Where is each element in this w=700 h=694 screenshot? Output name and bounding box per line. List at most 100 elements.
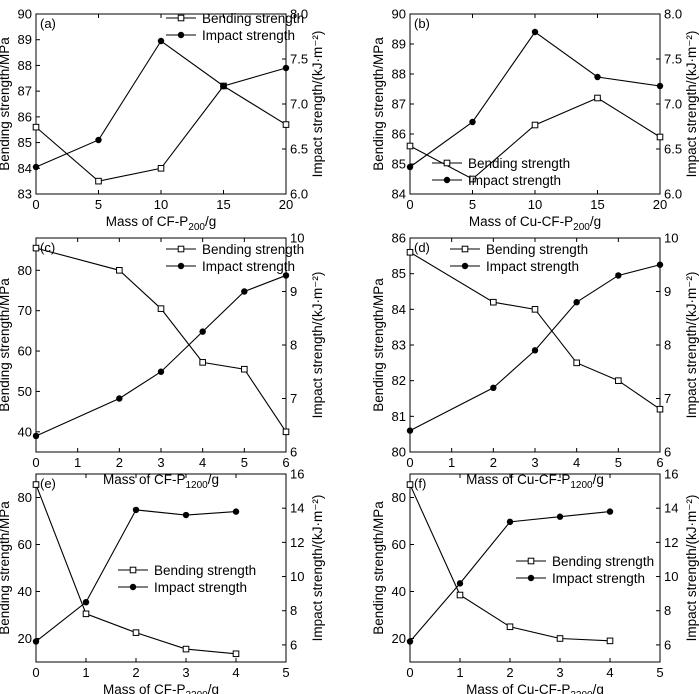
data-point-bending [469, 175, 476, 183]
x-tick-label: 0 [406, 197, 413, 212]
y-right-tick-label: 8 [664, 338, 671, 353]
x-axis-label-suffix: /g [593, 682, 604, 694]
x-tick-label: 0 [406, 665, 413, 680]
x-tick-label: 5 [282, 665, 289, 680]
data-point-impact [241, 288, 248, 295]
x-axis-label: Mass of Cu-CF-P200/g [469, 214, 601, 233]
y-right-tick-label: 8.0 [664, 7, 682, 22]
legend-marker-square [461, 245, 469, 253]
data-point-impact [32, 638, 40, 645]
y-right-tick-label: 10 [664, 231, 678, 246]
data-point-bending [232, 650, 240, 658]
data-point-impact [32, 163, 40, 171]
data-point-impact [282, 272, 290, 279]
x-tick-label: 2 [506, 665, 513, 680]
y-right-tick-label: 7.0 [664, 97, 682, 112]
chart-panel-b: 0 5 10 15 20 84 85 86 87 88 89 90 6.0 6.5 7.0 7.5 8.0 (b)… [371, 7, 699, 234]
legend-marker-circle [461, 262, 469, 270]
y-left-tick-label: 40 [392, 584, 406, 599]
data-point-impact [469, 118, 476, 126]
x-axis-label-prefix: Mass of CF-P [106, 214, 189, 229]
x-tick-label: 0 [32, 197, 39, 212]
y-left-tick-label: 83 [392, 338, 406, 353]
x-tick-label: 20 [653, 197, 667, 212]
x-axis-label-subscript: 3200 [186, 690, 209, 694]
legend-label: Bending strength [552, 554, 654, 569]
data-point-bending [32, 481, 40, 488]
y-right-tick-label: 14 [664, 501, 678, 516]
legend: Bending strength Impact strength [432, 156, 570, 188]
y-left-tick-label: 60 [18, 537, 32, 552]
x-tick-label: 5 [656, 665, 663, 680]
legend-marker-square [443, 159, 451, 167]
data-point-impact [406, 163, 414, 171]
y-right-tick-label: 8 [290, 338, 297, 353]
x-tick-label: 4 [199, 455, 206, 470]
data-point-impact [157, 368, 165, 375]
x-axis-label: Mass of CF-P1200/g [103, 472, 219, 491]
x-tick-label: 0 [32, 665, 39, 680]
y-left-tick-label: 89 [18, 32, 32, 47]
y-right-tick-label: 8 [290, 603, 297, 618]
series-line-bending [409, 251, 661, 410]
data-point-bending [32, 123, 40, 131]
y-left-tick-label: 87 [18, 84, 32, 99]
y-left-tick-label: 80 [18, 263, 32, 278]
x-tick-label: 0 [406, 455, 413, 470]
x-tick-label: 4 [606, 665, 613, 680]
legend-label: Impact strength [468, 173, 561, 188]
legend: Bending strength Impact strength [166, 242, 304, 274]
x-tick-label: 4 [573, 455, 580, 470]
y-right-tick-label: 12 [290, 535, 304, 550]
data-point-impact [656, 82, 664, 90]
data-point-bending [406, 248, 414, 256]
y-left-tick-label: 84 [392, 302, 406, 317]
y-left-tick-label: 90 [18, 7, 32, 22]
x-tick-label: 2 [132, 665, 139, 680]
x-tick-label: 10 [528, 197, 542, 212]
x-tick-label: 20 [279, 197, 293, 212]
x-axis-label-prefix: Mass of CF-P [103, 472, 186, 487]
x-tick-label: 1 [456, 665, 463, 680]
y-right-tick-label: 6 [664, 445, 671, 460]
x-tick-label: 2 [116, 455, 123, 470]
legend-label: Bending strength [154, 563, 256, 578]
x-axis-label-prefix: Mass of Cu-CF-P [466, 682, 570, 694]
data-point-impact [456, 580, 464, 587]
x-tick-label: 3 [556, 665, 563, 680]
legend-marker-square [527, 557, 535, 565]
panel-label: (c) [40, 240, 55, 255]
y-left-tick-label: 88 [392, 67, 406, 82]
data-point-bending [656, 405, 664, 413]
plot-frame [409, 473, 661, 663]
legend-marker-square [177, 14, 185, 22]
x-axis-label-suffix: /g [593, 472, 604, 487]
data-point-bending [573, 359, 580, 367]
data-point-bending [82, 610, 90, 618]
legend-label: Impact strength [202, 259, 295, 274]
data-point-impact [282, 64, 290, 72]
x-tick-label: 6 [282, 455, 289, 470]
x-axis-label-prefix: Mass of Cu-CF-P [466, 472, 570, 487]
chart-panel-a: 0 5 10 15 20 83 84 85 86 87 88 89 90 6.0 6.5 7.0 7.5 8.0 (… [0, 7, 325, 234]
series-line-impact [35, 40, 287, 168]
data-point-bending [199, 359, 206, 366]
y-right-tick-label: 6 [290, 637, 297, 652]
x-tick-label: 10 [154, 197, 168, 212]
data-point-impact [594, 73, 601, 81]
y-left-tick-label: 60 [18, 344, 32, 359]
y-left-tick-label: 60 [392, 537, 406, 552]
data-point-bending [594, 94, 601, 102]
y-right-tick-label: 10 [290, 231, 304, 246]
data-point-impact [556, 513, 564, 520]
data-point-bending [95, 177, 102, 185]
y-right-tick-label: 9 [290, 284, 297, 299]
y-left-tick-label: 82 [392, 373, 406, 388]
legend: Bending strength Impact strength [166, 11, 304, 43]
y-right-tick-label: 8.0 [290, 7, 308, 22]
x-tick-label: 3 [182, 665, 189, 680]
x-axis-label-suffix: /g [590, 214, 601, 229]
data-point-impact [116, 395, 123, 402]
legend-label: Bending strength [486, 242, 588, 257]
